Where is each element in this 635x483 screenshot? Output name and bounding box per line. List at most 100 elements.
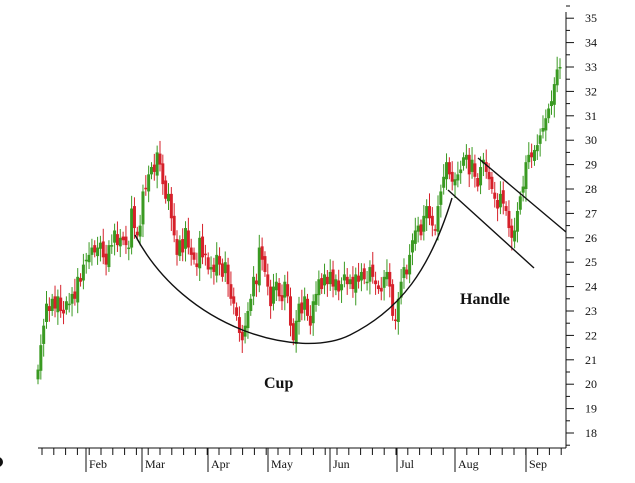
candle	[490, 171, 494, 194]
y-tick-label: 33	[585, 60, 597, 74]
candle	[212, 257, 216, 285]
candle	[169, 187, 173, 231]
candle	[510, 218, 514, 251]
x-tick-label: Apr	[211, 457, 230, 471]
candle	[229, 271, 233, 306]
candle	[447, 157, 451, 180]
candle	[524, 155, 528, 202]
candle	[348, 274, 352, 290]
candle	[345, 268, 349, 295]
y-tick-label: 21	[585, 353, 597, 367]
candle	[73, 278, 77, 306]
candle	[442, 164, 446, 195]
x-tick-label: Jul	[400, 457, 415, 471]
handle-lower-line	[447, 189, 535, 269]
candle	[198, 230, 202, 281]
candle	[235, 302, 239, 321]
candle	[195, 252, 199, 276]
candle	[50, 293, 54, 316]
candle	[130, 195, 134, 255]
candle	[260, 237, 264, 271]
candle	[300, 289, 304, 321]
candle	[203, 244, 207, 266]
candle	[368, 260, 372, 295]
candle	[515, 202, 519, 243]
candle	[325, 270, 329, 297]
x-tick-label: Mar	[145, 457, 165, 471]
candle	[277, 278, 281, 302]
candle	[479, 156, 483, 195]
candle	[64, 296, 68, 315]
candle	[379, 277, 383, 301]
candle	[36, 364, 40, 385]
candle	[283, 274, 287, 311]
candle	[308, 305, 312, 335]
candle	[246, 302, 250, 339]
candle	[481, 152, 485, 177]
candle	[342, 261, 346, 288]
candle	[181, 228, 185, 262]
candle	[56, 289, 60, 325]
x-tick-label: Jun	[333, 457, 350, 471]
candle	[413, 217, 417, 251]
candle	[167, 183, 170, 210]
candle	[47, 297, 51, 322]
candle	[113, 223, 117, 256]
candle	[422, 205, 426, 241]
candle	[527, 142, 531, 169]
candle	[376, 280, 380, 294]
pattern-overlays: Cup Handle	[134, 157, 567, 392]
candle	[464, 144, 468, 169]
candle	[70, 287, 74, 317]
y-axis: 18 19 20 21 22 23 24 25 26 27 28 29 30 31 32 33 34 35	[565, 5, 597, 448]
candle	[124, 225, 128, 254]
candle	[433, 224, 437, 236]
candle	[470, 147, 474, 179]
candle	[98, 235, 102, 262]
candle	[467, 148, 471, 188]
candle	[549, 90, 553, 115]
y-tick-label: 27	[585, 206, 597, 220]
candle	[498, 181, 502, 215]
candle	[402, 258, 406, 289]
candle	[504, 201, 508, 216]
candle	[337, 269, 341, 301]
candle	[226, 257, 230, 297]
candle	[303, 287, 307, 321]
candle	[453, 172, 457, 199]
candle	[306, 293, 310, 321]
candle	[45, 290, 49, 329]
candle	[445, 153, 449, 190]
candle	[544, 109, 548, 142]
candle	[147, 165, 151, 203]
cup-label: Cup	[264, 375, 293, 392]
candle	[53, 285, 57, 318]
candle	[354, 267, 358, 306]
y-tick-label: 26	[585, 231, 597, 245]
candle	[393, 308, 397, 330]
candle	[220, 258, 224, 282]
candle	[178, 235, 182, 261]
candle	[436, 195, 440, 241]
candle	[382, 270, 386, 301]
candle	[476, 173, 480, 192]
candle	[547, 103, 551, 124]
candle	[530, 143, 534, 169]
candle	[184, 221, 188, 262]
y-tick-label: 18	[585, 426, 597, 440]
candle	[311, 294, 315, 336]
candle	[416, 216, 420, 243]
candle	[218, 247, 222, 276]
candle	[141, 184, 145, 238]
candle	[215, 242, 219, 283]
candle	[317, 270, 321, 306]
x-tick-label: Aug	[458, 457, 479, 471]
candle	[172, 203, 176, 243]
candle	[263, 251, 267, 277]
candle	[541, 115, 545, 139]
cup-curve	[134, 197, 453, 345]
candle	[501, 181, 505, 215]
handle-upper-line	[477, 157, 567, 233]
candle	[127, 240, 131, 261]
